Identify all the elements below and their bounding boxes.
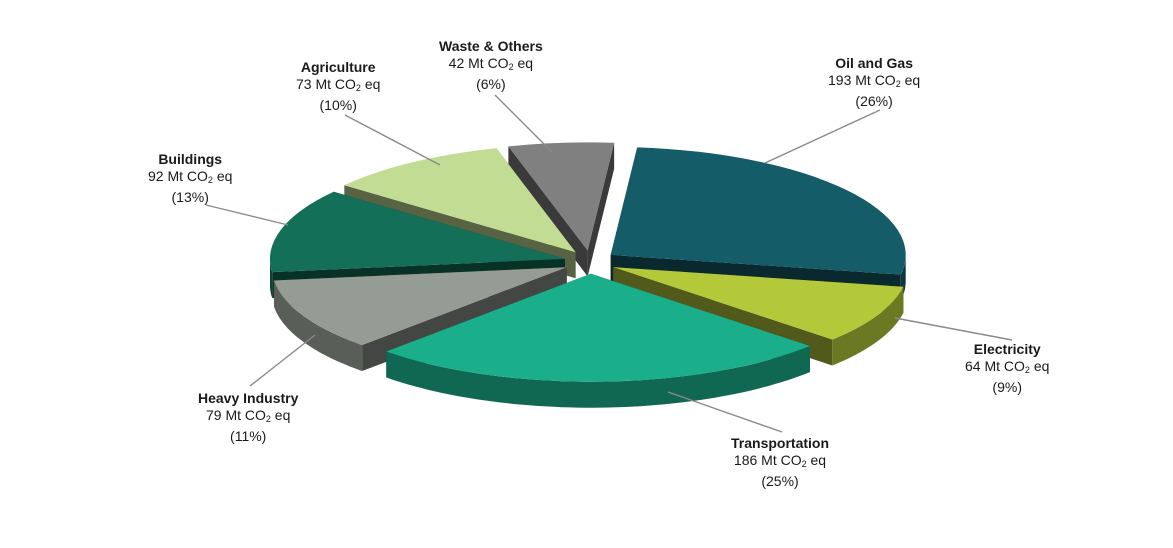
leader-line xyxy=(764,109,881,164)
leader-line xyxy=(344,114,441,166)
leader-line xyxy=(494,94,553,153)
slice-name: Waste & Others xyxy=(439,38,543,54)
slice-percent: (6%) xyxy=(476,76,506,92)
slice-transportation xyxy=(386,273,810,408)
label-heavy-industry: Heavy Industry 79 Mt CO2 eq (11%) xyxy=(198,390,298,445)
label-buildings: Buildings 92 Mt CO2 eq (13%) xyxy=(148,151,232,206)
slice-top xyxy=(269,191,565,273)
slice-wall xyxy=(587,142,615,277)
slice-top xyxy=(344,148,576,253)
slice-percent: (25%) xyxy=(761,473,799,489)
slice-name: Oil and Gas xyxy=(835,55,913,71)
label-transportation: Transportation 186 Mt CO2 eq (25%) xyxy=(731,435,829,490)
slice-percent: (10%) xyxy=(319,97,357,113)
slice-percent: (26%) xyxy=(855,93,893,109)
slice-rim xyxy=(274,280,363,371)
slice-name: Transportation xyxy=(731,435,830,451)
leader-line xyxy=(205,204,289,226)
slice-name: Electricity xyxy=(973,341,1041,357)
slice-value: 92 Mt CO2 eq xyxy=(148,168,233,185)
slice-top xyxy=(508,142,615,251)
slice-percent: (13%) xyxy=(171,189,209,205)
slice-value: 186 Mt CO2 eq xyxy=(733,452,827,469)
slice-top xyxy=(273,267,567,346)
slice-value: 73 Mt CO2 eq xyxy=(296,76,381,93)
slice-top xyxy=(613,267,904,340)
label-oil-and-gas: Oil and Gas 193 Mt CO2 eq (26%) xyxy=(828,55,920,110)
slice-percent: (11%) xyxy=(230,428,267,444)
slice-value: 193 Mt CO2 eq xyxy=(828,72,921,89)
slice-name: Buildings xyxy=(158,151,223,167)
label-waste-and-others: Waste & Others 42 Mt CO2 eq (6%) xyxy=(439,38,543,93)
leader-line xyxy=(894,317,1013,341)
label-agriculture: Agriculture 73 Mt CO2 eq (10%) xyxy=(296,59,380,114)
leader-line xyxy=(667,391,783,433)
slice-percent: (9%) xyxy=(992,379,1022,395)
leader-line xyxy=(249,334,316,387)
slice-rim xyxy=(386,346,810,408)
slice-name: Heavy Industry xyxy=(198,390,299,406)
slice-value: 64 Mt CO2 eq xyxy=(965,358,1050,375)
slice-name: Agriculture xyxy=(300,59,376,75)
slice-top xyxy=(386,273,810,382)
label-electricity: Electricity 64 Mt CO2 eq (9%) xyxy=(965,341,1049,396)
slice-rim xyxy=(832,286,904,366)
slice-top xyxy=(610,147,906,275)
slice-rim xyxy=(270,257,273,299)
slice-value: 79 Mt CO2 eq xyxy=(205,407,291,424)
slice-value: 42 Mt CO2 eq xyxy=(448,55,534,72)
